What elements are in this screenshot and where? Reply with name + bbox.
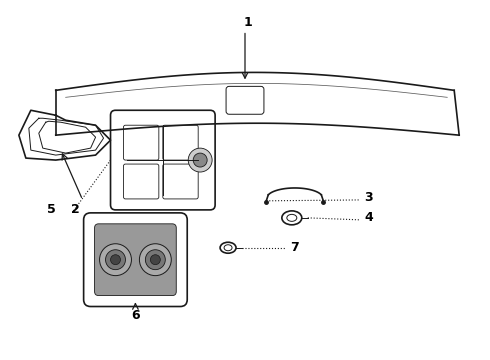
Text: 3: 3: [365, 192, 373, 204]
Text: 6: 6: [131, 309, 140, 322]
Text: 5: 5: [47, 203, 56, 216]
Circle shape: [193, 153, 207, 167]
Circle shape: [111, 255, 121, 265]
Circle shape: [99, 244, 131, 276]
Circle shape: [188, 148, 212, 172]
Circle shape: [140, 244, 171, 276]
Circle shape: [105, 250, 125, 270]
Circle shape: [146, 250, 165, 270]
Circle shape: [150, 255, 160, 265]
FancyBboxPatch shape: [95, 224, 176, 296]
Text: 2: 2: [71, 203, 80, 216]
Text: 7: 7: [290, 241, 298, 254]
Text: 1: 1: [244, 16, 252, 29]
Text: 4: 4: [365, 211, 373, 224]
